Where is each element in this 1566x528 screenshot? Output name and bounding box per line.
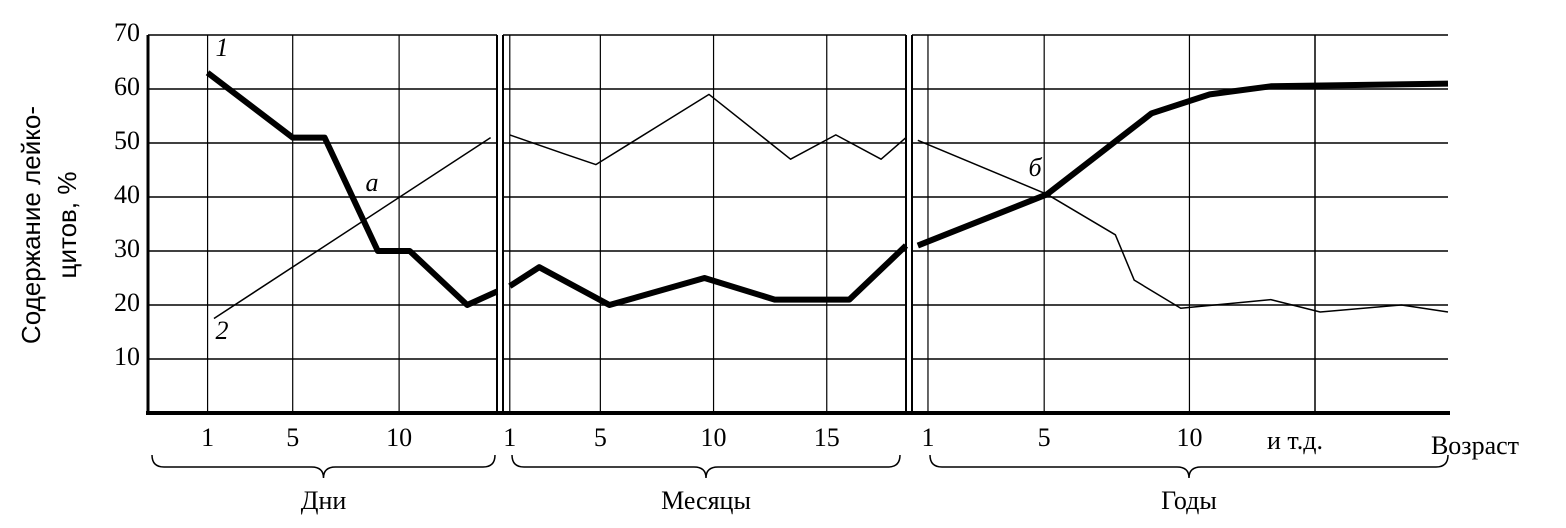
data-line bbox=[917, 139, 1449, 313]
x-tick-label: 10 bbox=[386, 423, 412, 452]
series-label: 1 bbox=[216, 33, 229, 62]
annotation: и т.д. bbox=[1267, 426, 1323, 455]
y-tick-label: 40 bbox=[114, 180, 140, 209]
x-tick-label: 5 bbox=[1038, 423, 1051, 452]
x-tick-label: 10 bbox=[1176, 423, 1202, 452]
series-label: 2 bbox=[216, 316, 229, 345]
y-tick-label: 20 bbox=[114, 288, 140, 317]
group-label: Месяцы bbox=[661, 486, 751, 515]
annotation: а bbox=[366, 168, 379, 197]
annotation: б bbox=[1028, 153, 1042, 182]
y-tick-label: 30 bbox=[114, 234, 140, 263]
x-tick-label: 1 bbox=[503, 423, 516, 452]
data-line bbox=[205, 70, 499, 308]
y-tick-label: 60 bbox=[114, 72, 140, 101]
x-tick-label: 1 bbox=[921, 423, 934, 452]
x-tick-label: 1 bbox=[201, 423, 214, 452]
group-label: Годы bbox=[1161, 486, 1217, 515]
y-tick-label: 70 bbox=[114, 18, 140, 47]
data-line bbox=[213, 136, 492, 320]
brace bbox=[929, 454, 1449, 479]
x-tick-label: 5 bbox=[286, 423, 299, 452]
y-axis-label: цитов, % bbox=[52, 172, 82, 279]
brace bbox=[511, 454, 901, 479]
frame bbox=[146, 35, 1450, 415]
brace bbox=[151, 454, 496, 479]
y-tick-label: 50 bbox=[114, 126, 140, 155]
x-tick-label: 10 bbox=[701, 423, 727, 452]
x-tick-label: 5 bbox=[594, 423, 607, 452]
group-label: Дни bbox=[301, 486, 347, 515]
y-axis-label: Содержание лейко- bbox=[16, 106, 46, 344]
data-line bbox=[509, 93, 907, 166]
data-line bbox=[916, 80, 1449, 249]
data-line bbox=[508, 243, 909, 308]
y-tick-label: 10 bbox=[114, 342, 140, 371]
annotation: Возраст bbox=[1431, 431, 1519, 460]
x-tick-label: 15 bbox=[814, 423, 840, 452]
